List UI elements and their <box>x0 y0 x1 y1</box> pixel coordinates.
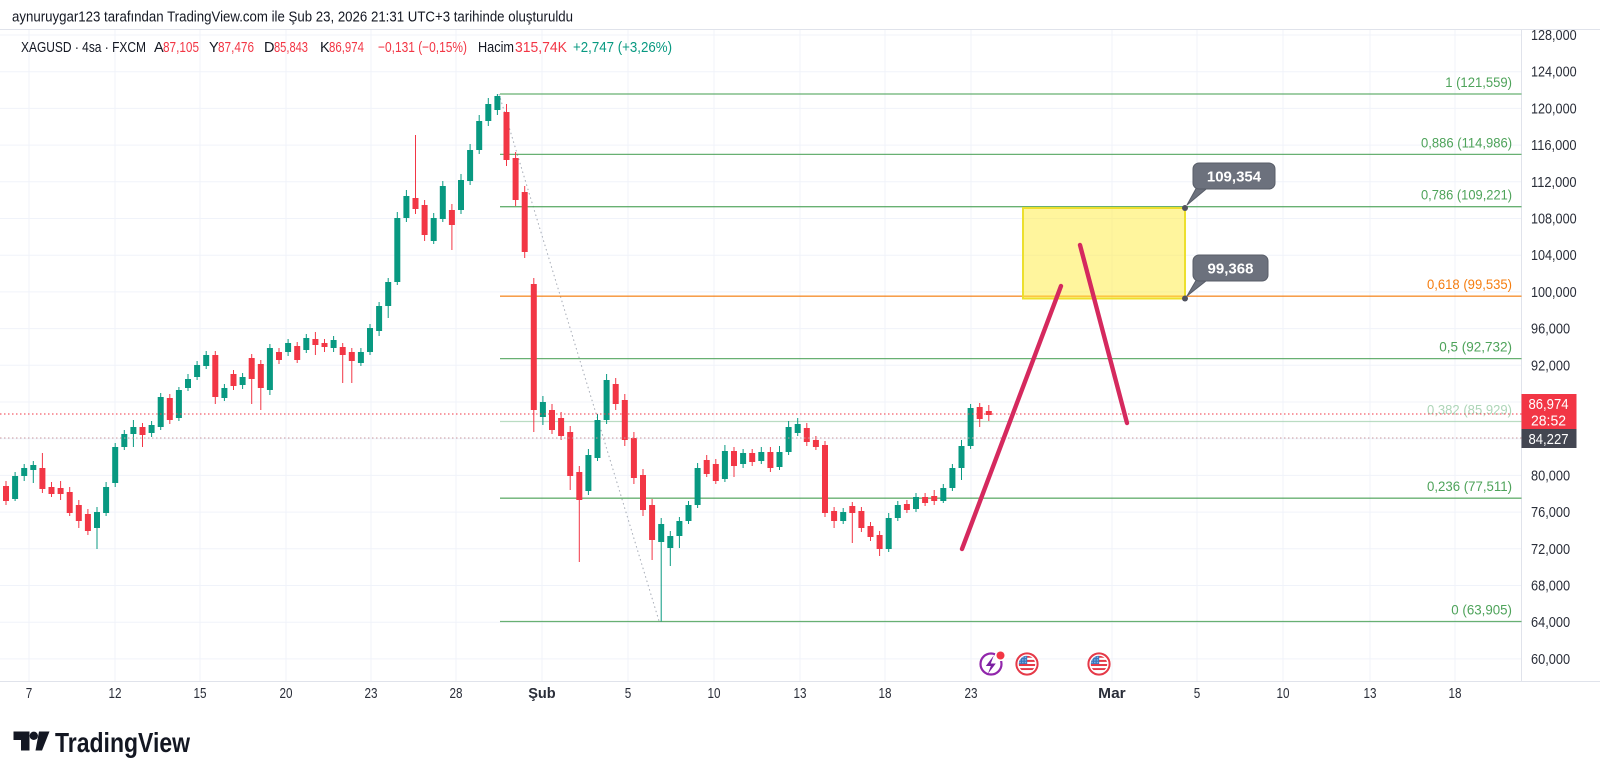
svg-text:85,843: 85,843 <box>274 40 308 56</box>
svg-text:Hacim: Hacim <box>478 40 514 56</box>
svg-text:18: 18 <box>879 685 892 702</box>
svg-text:5: 5 <box>625 685 632 702</box>
svg-text:TradingView: TradingView <box>55 727 191 758</box>
svg-text:Mar: Mar <box>1098 685 1126 702</box>
svg-text:23: 23 <box>365 685 378 702</box>
svg-text:D: D <box>264 40 274 56</box>
svg-text:10: 10 <box>1277 685 1290 702</box>
svg-text:20: 20 <box>280 685 293 702</box>
svg-text:315,74K: 315,74K <box>515 40 567 56</box>
svg-text:7: 7 <box>26 685 33 702</box>
svg-text:28:52: 28:52 <box>1531 413 1566 430</box>
svg-text:86,974: 86,974 <box>1529 396 1569 413</box>
svg-text:100,000: 100,000 <box>1531 285 1577 301</box>
svg-text:1 (121,559): 1 (121,559) <box>1445 75 1512 90</box>
svg-text:99,368: 99,368 <box>1208 261 1254 278</box>
svg-text:0,5 (92,732): 0,5 (92,732) <box>1439 340 1512 355</box>
svg-text:104,000: 104,000 <box>1531 248 1577 264</box>
svg-text:5: 5 <box>1194 685 1201 702</box>
svg-text:13: 13 <box>1364 685 1377 702</box>
svg-text:72,000: 72,000 <box>1531 542 1570 558</box>
svg-text:13: 13 <box>794 685 807 702</box>
svg-text:12: 12 <box>109 685 122 702</box>
svg-text:128,000: 128,000 <box>1531 28 1577 44</box>
svg-text:aynuruygar123 tarafından Tradi: aynuruygar123 tarafından TradingView.com… <box>12 10 573 26</box>
svg-text:A: A <box>154 40 164 56</box>
svg-text:84,227: 84,227 <box>1529 431 1569 448</box>
svg-text:87,476: 87,476 <box>218 40 254 56</box>
svg-text:60,000: 60,000 <box>1531 652 1570 668</box>
svg-text:0 (63,905): 0 (63,905) <box>1451 603 1512 618</box>
svg-text:92,000: 92,000 <box>1531 358 1570 374</box>
svg-text:0,786 (109,221): 0,786 (109,221) <box>1421 188 1512 203</box>
svg-text:Şub: Şub <box>528 685 556 702</box>
svg-text:112,000: 112,000 <box>1531 175 1577 191</box>
svg-text:124,000: 124,000 <box>1531 65 1577 81</box>
svg-text:+2,747 (+3,26%): +2,747 (+3,26%) <box>573 40 672 56</box>
svg-text:XAGUSD · 4sa · FXCM: XAGUSD · 4sa · FXCM <box>21 40 146 56</box>
svg-text:108,000: 108,000 <box>1531 212 1577 228</box>
svg-text:76,000: 76,000 <box>1531 505 1570 521</box>
svg-text:15: 15 <box>194 685 207 702</box>
svg-text:64,000: 64,000 <box>1531 615 1570 631</box>
svg-text:Y: Y <box>209 40 219 56</box>
svg-text:116,000: 116,000 <box>1531 138 1577 154</box>
svg-text:86,974: 86,974 <box>329 40 364 56</box>
svg-text:0,886 (114,986): 0,886 (114,986) <box>1421 135 1512 150</box>
svg-text:23: 23 <box>965 685 978 702</box>
svg-text:0,236 (77,511): 0,236 (77,511) <box>1427 479 1512 494</box>
svg-text:−0,131 (−0,15%): −0,131 (−0,15%) <box>378 40 467 56</box>
svg-text:120,000: 120,000 <box>1531 101 1577 117</box>
svg-text:0,382 (85,929): 0,382 (85,929) <box>1427 403 1512 418</box>
svg-text:28: 28 <box>450 685 463 702</box>
svg-text:18: 18 <box>1449 685 1462 702</box>
svg-text:68,000: 68,000 <box>1531 579 1570 595</box>
svg-text:10: 10 <box>708 685 721 702</box>
svg-text:80,000: 80,000 <box>1531 468 1570 484</box>
svg-text:87,105: 87,105 <box>163 40 199 56</box>
svg-text:109,354: 109,354 <box>1207 169 1262 186</box>
svg-text:0,618 (99,535): 0,618 (99,535) <box>1427 277 1512 292</box>
svg-text:96,000: 96,000 <box>1531 322 1570 338</box>
svg-text:K: K <box>320 40 330 56</box>
